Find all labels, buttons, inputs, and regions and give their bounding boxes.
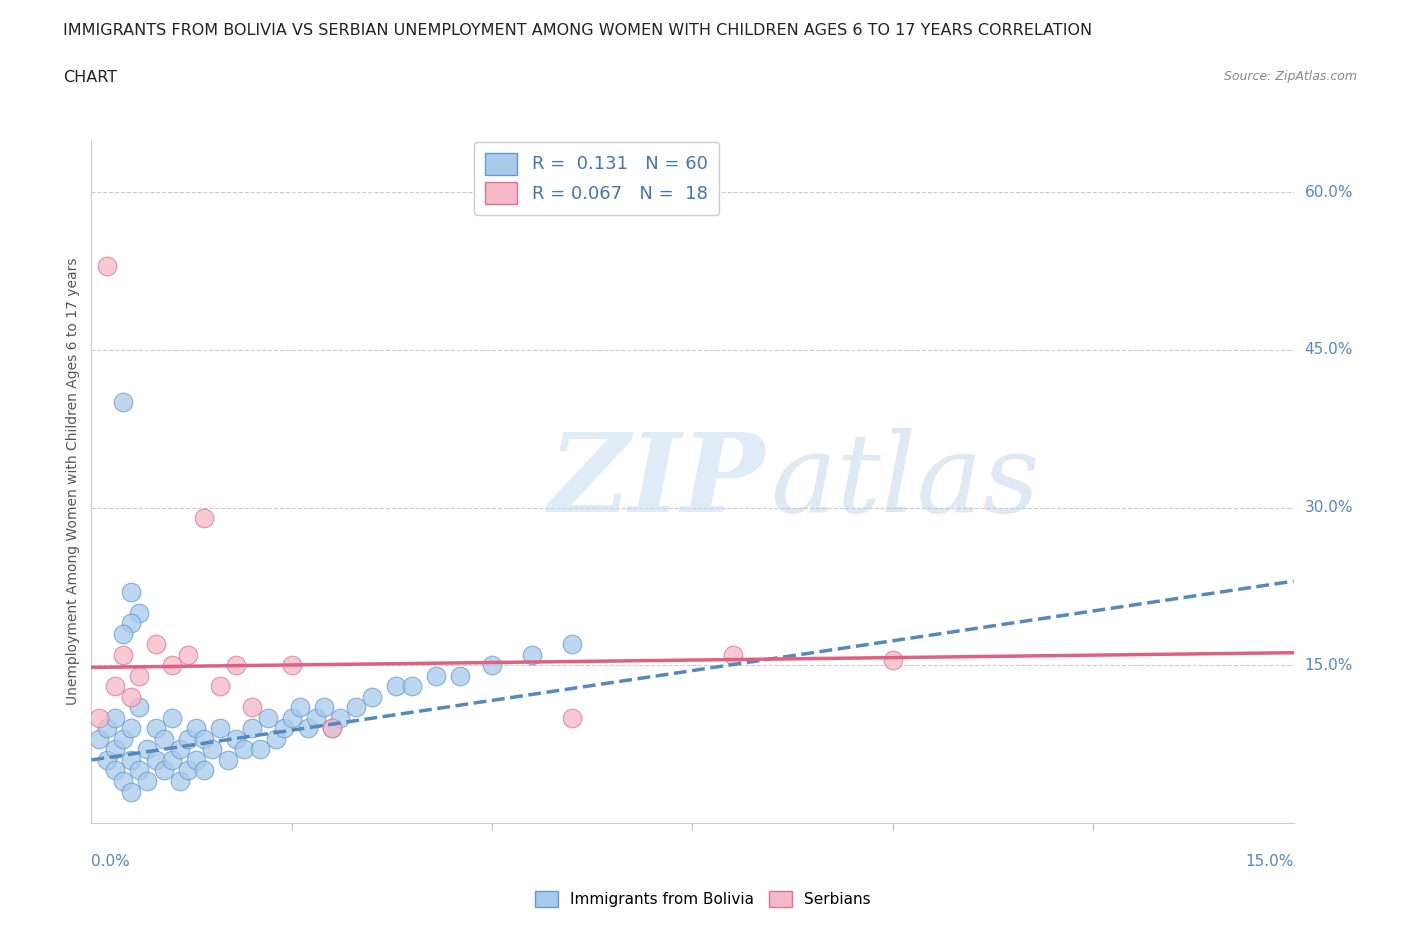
Point [288, 700, 311, 715]
Point [882, 653, 904, 668]
Point [152, 732, 174, 747]
Point [522, 647, 544, 662]
Point [96, 752, 118, 767]
Point [232, 742, 254, 757]
Text: 45.0%: 45.0% [1305, 342, 1353, 357]
Point [160, 658, 183, 672]
Point [128, 763, 150, 777]
Point [561, 711, 583, 725]
Point [208, 679, 231, 694]
Point [112, 626, 135, 641]
Point [321, 721, 343, 736]
Point [721, 647, 744, 662]
Point [329, 711, 352, 725]
Point [136, 742, 159, 757]
Legend: Immigrants from Bolivia, Serbians: Immigrants from Bolivia, Serbians [529, 884, 877, 913]
Point [121, 616, 143, 631]
Point [104, 763, 127, 777]
Point [121, 784, 143, 799]
Point [152, 763, 174, 777]
Point [297, 721, 319, 736]
Point [145, 752, 167, 767]
Text: IMMIGRANTS FROM BOLIVIA VS SERBIAN UNEMPLOYMENT AMONG WOMEN WITH CHILDREN AGES 6: IMMIGRANTS FROM BOLIVIA VS SERBIAN UNEMP… [63, 23, 1092, 38]
Point [305, 711, 328, 725]
Point [249, 742, 271, 757]
Text: 30.0%: 30.0% [1305, 500, 1353, 515]
Point [128, 669, 150, 684]
Point [145, 637, 167, 652]
Point [128, 605, 150, 620]
Point [193, 732, 215, 747]
Point [193, 763, 215, 777]
Text: 15.0%: 15.0% [1246, 854, 1294, 869]
Point [256, 711, 278, 725]
Point [169, 742, 191, 757]
Point [225, 732, 247, 747]
Point [176, 647, 198, 662]
Point [240, 700, 263, 715]
Point [121, 721, 143, 736]
Point [145, 721, 167, 736]
Point [121, 752, 143, 767]
Point [344, 700, 367, 715]
Point [128, 700, 150, 715]
Point [104, 679, 127, 694]
Point [225, 658, 247, 672]
Point [176, 732, 198, 747]
Point [273, 721, 295, 736]
Text: ZIP: ZIP [548, 428, 765, 535]
Point [184, 721, 207, 736]
Point [121, 689, 143, 704]
Point [121, 584, 143, 599]
Point [312, 700, 335, 715]
Point [104, 742, 127, 757]
Point [281, 711, 304, 725]
Point [104, 711, 127, 725]
Point [112, 774, 135, 789]
Legend: R =  0.131   N = 60, R = 0.067   N =  18: R = 0.131 N = 60, R = 0.067 N = 18 [474, 141, 718, 215]
Y-axis label: Unemployment Among Women with Children Ages 6 to 17 years: Unemployment Among Women with Children A… [66, 258, 80, 705]
Point [169, 774, 191, 789]
Text: 60.0%: 60.0% [1305, 184, 1353, 200]
Text: atlas: atlas [770, 428, 1040, 535]
Point [89, 711, 111, 725]
Point [401, 679, 423, 694]
Point [321, 721, 343, 736]
Point [561, 637, 583, 652]
Point [193, 511, 215, 525]
Point [281, 658, 304, 672]
Point [481, 658, 503, 672]
Point [89, 732, 111, 747]
Text: CHART: CHART [63, 70, 117, 85]
Point [264, 732, 287, 747]
Point [201, 742, 224, 757]
Point [96, 259, 118, 273]
Point [360, 689, 382, 704]
Point [208, 721, 231, 736]
Text: Source: ZipAtlas.com: Source: ZipAtlas.com [1223, 70, 1357, 83]
Text: 0.0%: 0.0% [91, 854, 131, 869]
Point [160, 711, 183, 725]
Point [184, 752, 207, 767]
Point [240, 721, 263, 736]
Point [112, 732, 135, 747]
Point [96, 721, 118, 736]
Point [160, 752, 183, 767]
Point [449, 669, 471, 684]
Point [217, 752, 239, 767]
Point [112, 395, 135, 410]
Point [385, 679, 408, 694]
Point [176, 763, 198, 777]
Point [112, 647, 135, 662]
Point [425, 669, 447, 684]
Text: 15.0%: 15.0% [1305, 658, 1353, 672]
Point [136, 774, 159, 789]
